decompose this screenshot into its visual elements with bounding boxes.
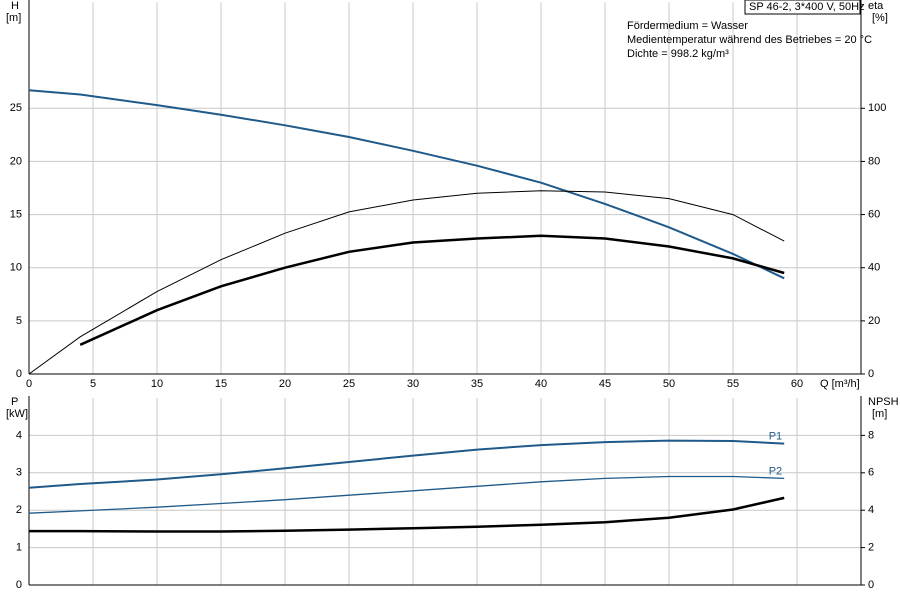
x-tick-label: 15: [215, 378, 227, 390]
y-tick-label: 3: [16, 467, 22, 479]
x-tick-label: 20: [279, 378, 291, 390]
annotation: Fördermedium = Wasser: [627, 20, 748, 32]
y2-tick-label: 4: [868, 504, 874, 516]
y2-tick-label: 8: [868, 429, 874, 441]
y-tick-label: 0: [16, 579, 22, 591]
y-tick-label: 10: [10, 262, 22, 274]
y2-label: eta: [868, 0, 884, 12]
y-tick-label: 1: [16, 542, 22, 554]
y2-tick-label: 0: [868, 368, 874, 380]
x-tick-label: 35: [471, 378, 483, 390]
y2-label: NPSH: [868, 396, 899, 408]
curve: [28, 439, 785, 489]
y-tick-label: 25: [10, 102, 22, 114]
curve-label: P2: [769, 465, 782, 477]
x-tick-label: 50: [663, 378, 675, 390]
x-tick-label: 55: [727, 378, 739, 390]
y-tick-label: 15: [10, 208, 22, 220]
curve: [28, 475, 785, 514]
y2-tick-label: 2: [868, 542, 874, 554]
y-unit: [m]: [6, 12, 21, 24]
y-tick-label: 4: [16, 429, 22, 441]
y-label: H: [11, 0, 19, 12]
y2-tick-label: 100: [868, 102, 886, 114]
x-tick-label: 25: [343, 378, 355, 390]
y-tick-label: 5: [16, 315, 22, 327]
annotation: Medientemperatur während des Betriebes =…: [627, 34, 872, 46]
y-tick-label: 2: [16, 504, 22, 516]
y2-unit: [m]: [872, 408, 887, 420]
y-tick-label: 20: [10, 155, 22, 167]
x-tick-label: 10: [151, 378, 163, 390]
title-box: [744, 0, 861, 15]
x-tick-label: 5: [90, 378, 96, 390]
curve: [28, 190, 785, 375]
y-label: P: [11, 396, 18, 408]
x-tick-label: 30: [407, 378, 419, 390]
y2-tick-label: 20: [868, 315, 880, 327]
y2-unit: [%]: [872, 12, 888, 24]
curve: [29, 496, 785, 533]
y-unit: [kW]: [6, 408, 28, 420]
x-tick-label: 0: [26, 378, 32, 390]
curve: [28, 89, 785, 280]
y2-tick-label: 0: [868, 579, 874, 591]
x-tick-label: 60: [791, 378, 803, 390]
y2-tick-label: 60: [868, 208, 880, 220]
x-label: Q [m³/h]: [820, 378, 860, 390]
y2-tick-label: 6: [868, 467, 874, 479]
y2-tick-label: 40: [868, 262, 880, 274]
y2-tick-label: 80: [868, 155, 880, 167]
x-tick-label: 40: [535, 378, 547, 390]
chart-title: SP 46-2, 3*400 V, 50Hz: [749, 1, 865, 13]
curve-label: P1: [769, 431, 782, 443]
x-tick-label: 45: [599, 378, 611, 390]
curve: [79, 234, 785, 346]
y-tick-label: 0: [16, 368, 22, 380]
annotation: Dichte = 998.2 kg/m³: [627, 48, 729, 60]
